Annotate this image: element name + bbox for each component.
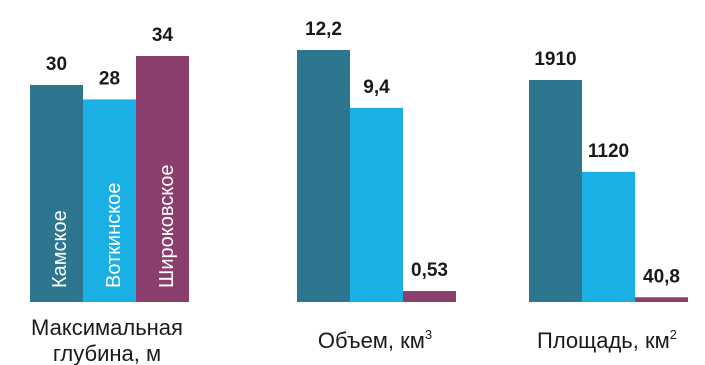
area-bar-kamskoe [529, 80, 582, 302]
depth-value-label-shirokovskoe: 34 [152, 25, 174, 46]
depth-axis-label-line-1: Максимальная [31, 315, 183, 340]
depth-value-label-kamskoe: 30 [46, 54, 67, 75]
area-value-label-shirokovskoe: 40,8 [643, 266, 680, 287]
volume-group: 12,2 9,4 0,53 Объем, км3 [297, 19, 456, 353]
volume-bar-kamskoe [297, 50, 350, 302]
area-bar-votkinskoe [582, 171, 635, 302]
volume-bar-shirokovskoe [403, 291, 456, 302]
bar-category-label-shirokovskoe: Широковское [156, 165, 178, 288]
area-axis-label: Площадь, км2 [537, 327, 677, 353]
volume-value-label-shirokovskoe: 0,53 [411, 260, 448, 281]
depth-bar-shirokovskoe [136, 56, 189, 302]
volume-axis-label: Объем, км3 [318, 327, 432, 353]
bar-category-label-kamskoe: Камское [49, 210, 71, 288]
area-value-label-kamskoe: 1910 [534, 49, 576, 70]
area-bar-shirokovskoe [635, 297, 688, 302]
volume-value-label-votkinskoe: 9,4 [363, 77, 390, 98]
depth-value-label-votkinskoe: 28 [99, 68, 120, 89]
volume-bar-votkinskoe [350, 107, 403, 303]
depth-group: 30 28 34 Камское Воткинское Широковское … [30, 25, 189, 365]
area-value-label-votkinskoe: 1120 [588, 141, 629, 162]
depth-bar-votkinskoe [83, 99, 136, 302]
volume-value-label-kamskoe: 12,2 [305, 19, 342, 40]
bar-category-label-votkinskoe: Воткинское [103, 183, 125, 288]
depth-axis-label-line-2: глубина, м [53, 341, 161, 365]
depth-bar-kamskoe [30, 84, 83, 302]
area-group: 1910 1120 40,8 Площадь, км2 [529, 49, 688, 353]
